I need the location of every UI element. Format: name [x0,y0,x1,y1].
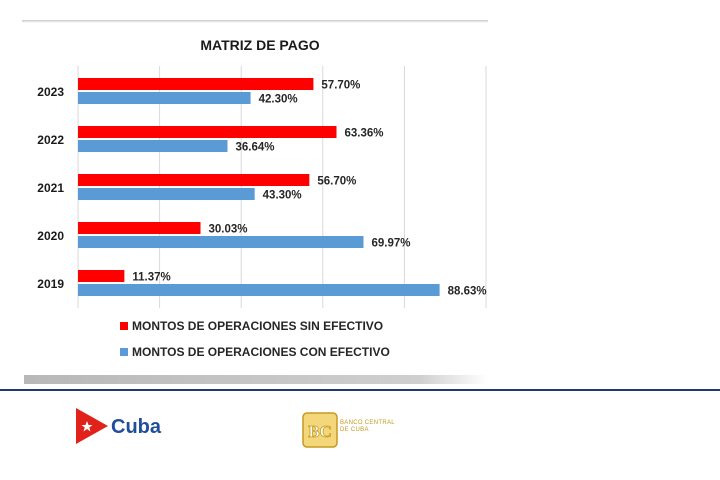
category-label: 2019 [37,277,64,291]
category-label: 2023 [37,85,64,99]
bar-con-efectivo [78,236,364,248]
category-label: 2020 [37,229,64,243]
gridlines [77,66,487,308]
bank-logo: BC BANCO CENTRAL DE CUBA [302,412,402,456]
bar-sin-efectivo [78,78,314,90]
bar-chart: MATRIZ DE PAGO 2023 57.70% 42.30% 2022 63.36… [37,37,487,359]
chart-top-shadow [22,20,488,23]
bank-logo-text: BANCO CENTRAL DE CUBA [340,420,395,433]
data-label: 57.70% [321,80,360,92]
bar-sin-efectivo [78,174,310,186]
legend: MONTOS DE OPERACIONES SIN EFECTIVO MONTOS… [120,319,390,359]
legend-swatch [120,348,128,356]
data-label: 42.30% [259,94,298,106]
bar-con-efectivo [78,284,440,296]
cuba-logo: Cuba [76,408,176,448]
data-label: 43.30% [263,190,302,202]
chart-bottom-bar [24,375,488,384]
bar-con-efectivo [78,92,251,104]
category-label: 2022 [37,133,64,147]
data-label: 88.63% [448,286,487,298]
chart-title: MATRIZ DE PAGO [200,37,319,53]
data-label: 69.97% [371,238,410,250]
bank-monogram: BC [308,422,332,441]
legend-label: MONTOS DE OPERACIONES CON EFECTIVO [132,345,390,359]
bar-sin-efectivo [78,126,337,138]
bar-sin-efectivo [78,222,201,234]
footer-divider [0,389,720,391]
data-label: 56.70% [317,176,356,188]
bank-monogram-icon: BC [302,412,338,448]
bar-sin-efectivo [78,270,125,282]
bar-con-efectivo [78,188,255,200]
data-label: 11.37% [132,272,170,284]
category-label: 2021 [37,181,64,195]
data-label: 30.03% [209,224,248,236]
data-label: 63.36% [345,128,384,140]
cuba-logo-text: Cuba [111,416,161,438]
bars: 2023 57.70% 42.30% 2022 63.36% 36.64% 2021 56.7… [37,78,487,298]
data-label: 36.64% [235,142,274,154]
cuba-flag-icon [76,408,108,444]
legend-swatch [120,322,128,330]
legend-label: MONTOS DE OPERACIONES SIN EFECTIVO [132,319,383,333]
bar-con-efectivo [78,140,228,152]
